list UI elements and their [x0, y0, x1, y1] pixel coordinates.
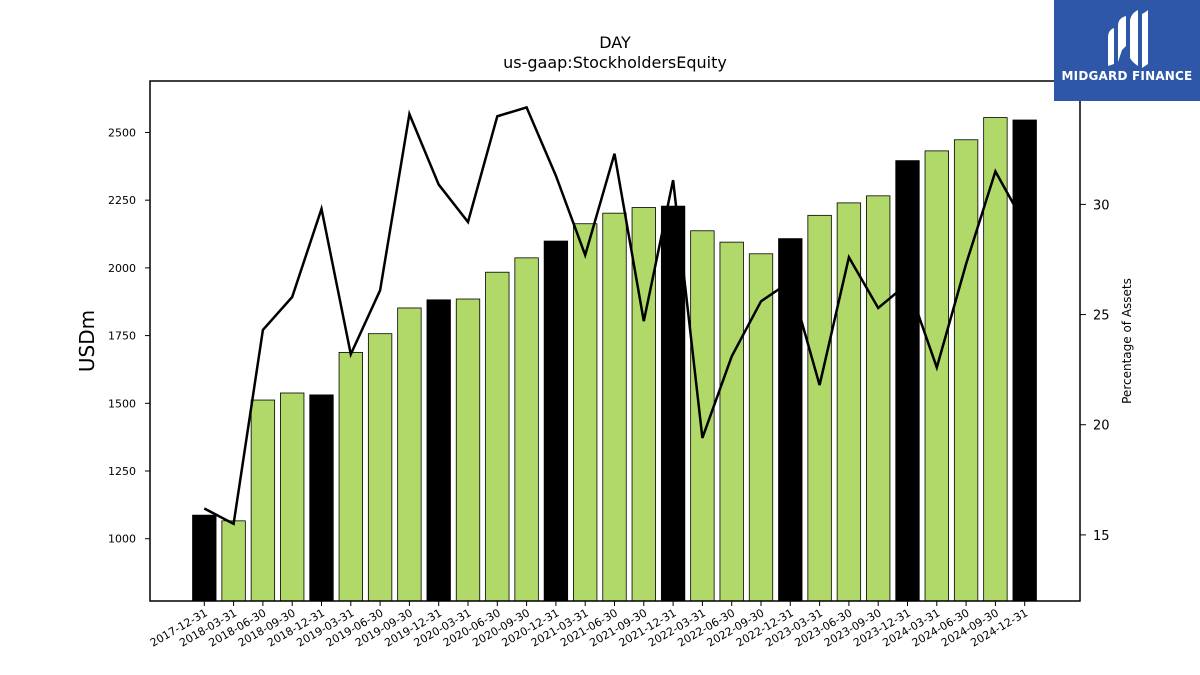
bar-2023-03-31: [807, 214, 832, 602]
bar-2019-12-31: [426, 299, 451, 602]
bar-2017-12-31: [192, 514, 217, 602]
y-tick-label: 1250: [108, 465, 136, 478]
midgard-logo-icon: [1108, 10, 1148, 68]
bar-2020-06-30: [485, 271, 510, 602]
y-axis-right: 15 20 25 30: [1080, 198, 1110, 544]
line-layer: [203, 105, 1026, 526]
x-axis: 2017-12-312018-03-312018-06-302018-09-30…: [148, 601, 1030, 650]
bar-2020-12-31: [543, 240, 569, 602]
bar-2023-09-30: [866, 195, 891, 602]
y2-axis-label: Percentage of Assets: [1120, 278, 1134, 404]
bar-2024-06-30: [953, 139, 979, 602]
midgard-finance-logo: MIDGARD FINANCE: [1054, 0, 1200, 101]
bar-2024-09-30: [983, 117, 1008, 602]
bar-2022-09-30: [748, 253, 774, 602]
y2-tick-label: 15: [1093, 529, 1110, 544]
bar-2019-06-30: [367, 333, 393, 602]
y2-tick-label: 20: [1093, 419, 1110, 434]
chart-title: DAY: [599, 33, 631, 52]
logo-text: MIDGARD FINANCE: [1061, 69, 1193, 83]
bar-2019-03-31: [338, 351, 363, 602]
bar-2024-03-31: [924, 150, 949, 602]
y2-tick-label: 30: [1093, 198, 1110, 213]
y-tick-label: 1500: [108, 397, 136, 410]
bar-2018-06-30: [250, 399, 276, 602]
bar-2022-12-31: [778, 238, 803, 602]
y-tick-label: 1000: [108, 533, 136, 546]
y-tick-label: 2000: [108, 262, 136, 275]
bar-2018-12-31: [309, 394, 334, 602]
bar-2019-09-30: [397, 307, 422, 602]
y2-tick-label: 25: [1093, 309, 1110, 324]
bar-2018-03-31: [221, 520, 246, 602]
y-tick-label: 1750: [108, 330, 136, 343]
bar-2020-09-30: [514, 257, 539, 602]
bar-2018-09-30: [280, 392, 305, 602]
bar-2020-03-31: [455, 298, 481, 602]
bar-2021-09-30: [631, 207, 656, 602]
y-tick-label: 2500: [108, 126, 136, 139]
y-tick-label: 2250: [108, 194, 136, 207]
y-axis-label: USDm: [75, 310, 99, 372]
bar-2022-06-30: [719, 241, 744, 602]
bar-2021-03-31: [573, 223, 598, 602]
bar-2021-12-31: [660, 205, 686, 602]
bars: [192, 117, 1037, 602]
y-axis-left: 1000 1250 1500 1750 2000 2250 2500: [108, 126, 150, 546]
bar-2021-06-30: [602, 212, 627, 602]
chart-subtitle: us-gaap:StockholdersEquity: [503, 53, 727, 72]
bar-2023-12-31: [895, 160, 920, 602]
percentage-line: [203, 105, 1026, 526]
bar-2024-12-31: [1012, 119, 1037, 602]
